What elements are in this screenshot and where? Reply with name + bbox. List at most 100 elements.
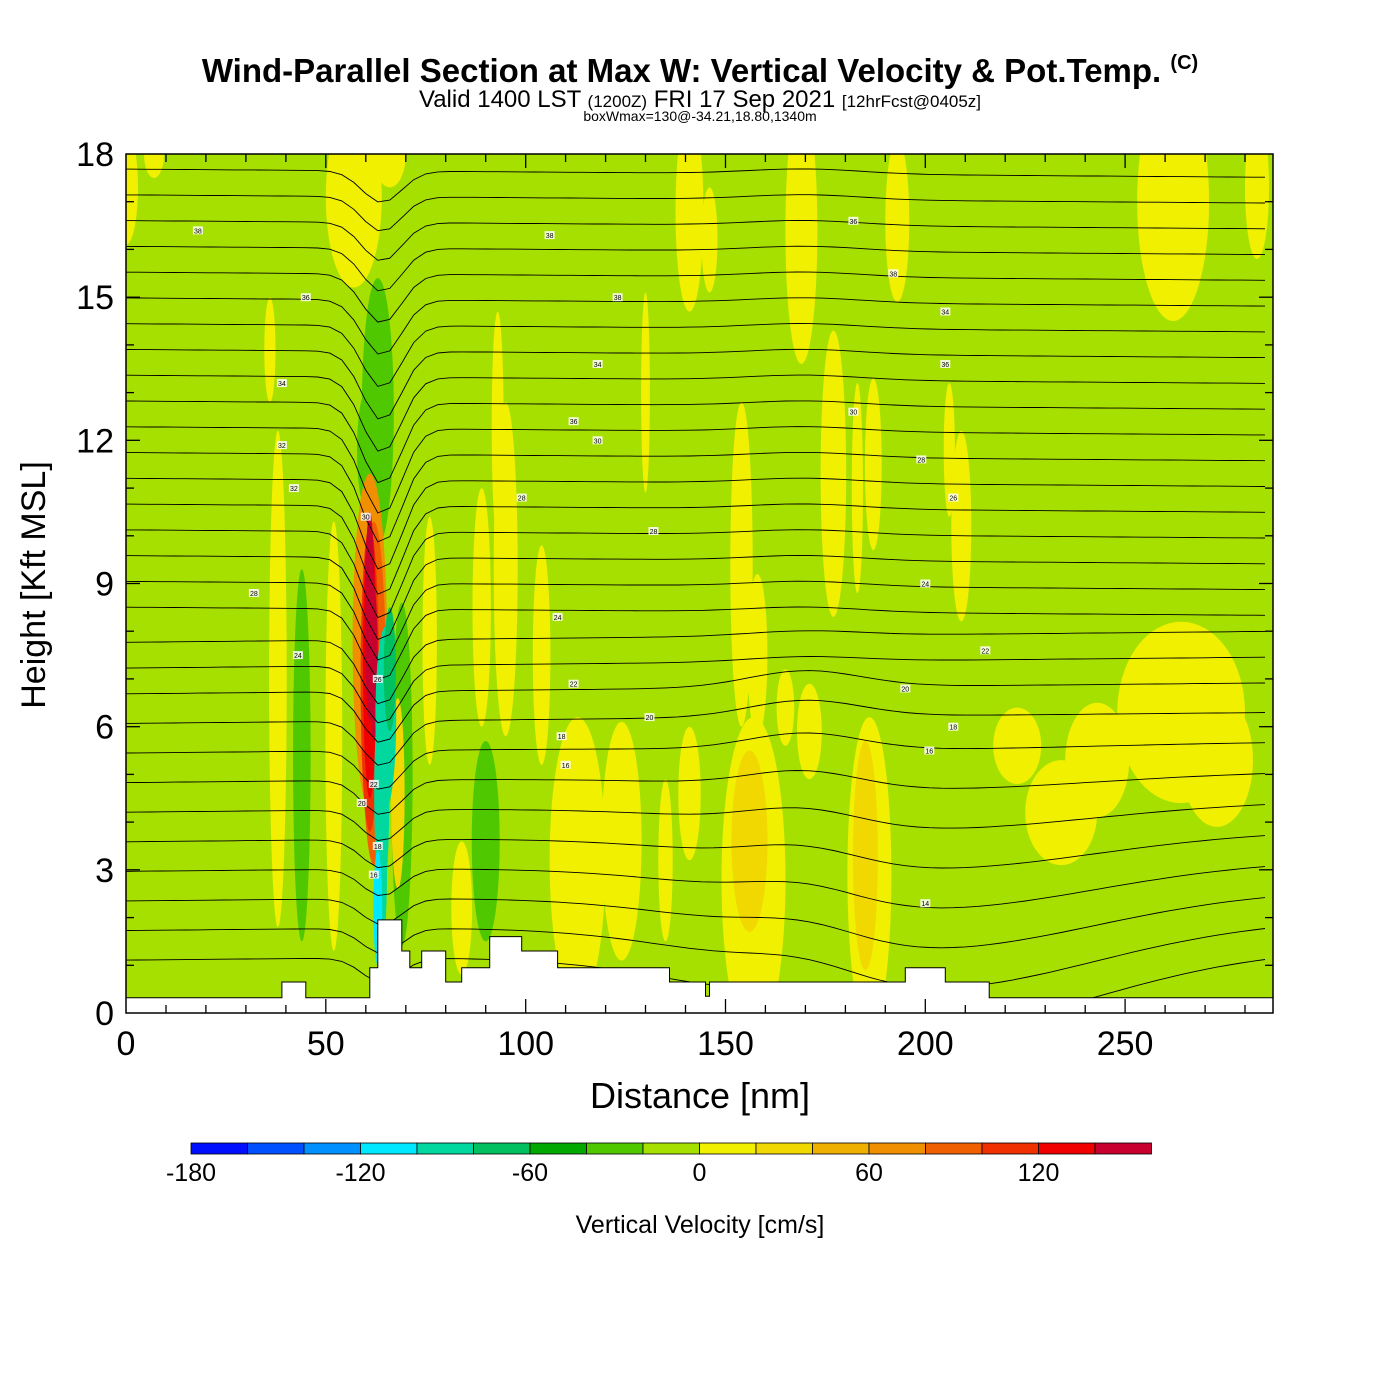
isentrope-line	[126, 220, 1266, 261]
x-tick-label: 150	[697, 1025, 754, 1063]
colorbar-tick-label: 60	[855, 1159, 883, 1187]
isentrope-line	[126, 271, 1266, 323]
velocity-contour	[532, 545, 551, 765]
y-tick-label: 3	[95, 852, 114, 890]
velocity-contour	[373, 154, 406, 188]
x-tick-label: 200	[897, 1025, 954, 1063]
copyright-mark: (C)	[1170, 52, 1199, 74]
isentrope-label: 14	[921, 901, 929, 908]
isentrope-line	[126, 770, 1266, 815]
isentrope-label: 38	[614, 295, 622, 302]
isentrope-label: 18	[374, 844, 382, 851]
velocity-contour	[126, 154, 138, 245]
velocity-contour	[747, 574, 768, 737]
colorbar-swatch	[812, 1142, 870, 1155]
isentrope-label: 36	[570, 419, 578, 426]
isentrope-label: 36	[850, 219, 858, 226]
velocity-contour	[325, 154, 382, 288]
forecast-info: [12hrFcst@0405z]	[841, 92, 982, 111]
isentrope-label: 16	[370, 873, 378, 880]
box-wmax-line: boxWmax=130@-34.21,18.80,1340m	[583, 108, 817, 124]
velocity-contour	[264, 297, 276, 403]
isentrope-label-bg	[368, 870, 379, 879]
colorbar-swatch	[190, 1142, 248, 1155]
isentrope-label-bg	[592, 436, 603, 445]
isentrope-label-bg	[920, 579, 931, 588]
isentrope-label: 28	[650, 529, 658, 536]
x-tick-label: 50	[307, 1025, 345, 1063]
isentrope-contours	[126, 168, 1266, 1013]
velocity-contour	[269, 430, 287, 928]
isentrope-label: 18	[558, 734, 566, 741]
isentrope-line	[126, 580, 1266, 661]
isentrope-label-bg	[940, 360, 951, 368]
isentrope-label-bg	[940, 307, 951, 316]
isentrope-label-bg	[556, 732, 567, 741]
y-tick-label: 12	[76, 422, 114, 460]
isentrope-label-bg	[948, 493, 959, 502]
velocity-contour	[678, 726, 701, 861]
isentrope-line	[126, 606, 1266, 681]
isentrope-line	[126, 323, 1266, 387]
isentrope-label: 20	[901, 687, 909, 694]
colorbar-tick-labels: -180 -120 -60 0 60 120	[166, 1159, 1059, 1187]
velocity-contour	[1065, 702, 1130, 818]
colorbar	[190, 1142, 1152, 1155]
velocity-contour	[993, 707, 1042, 784]
isentrope-line	[126, 451, 1266, 543]
isentrope-label-bg	[368, 779, 379, 788]
velocity-contour	[472, 488, 491, 727]
velocity-contour	[451, 841, 473, 975]
isentrope-line	[126, 348, 1266, 420]
colorbar-swatch	[868, 1142, 926, 1155]
colorbar-tick-label: 120	[1018, 1159, 1060, 1187]
isentrope-label-bg	[644, 713, 655, 722]
velocity-contour	[776, 669, 795, 746]
isentrope-labels: 38 38 36 38 36 38 34 34 34 36 32 36 30 32 30 28 28 28 26 28…	[192, 216, 991, 908]
velocity-contour	[820, 330, 847, 617]
y-tick-label: 0	[95, 995, 114, 1033]
isentrope-label-bg	[276, 441, 287, 450]
colorbar-swatch	[416, 1142, 474, 1155]
isentrope-line	[126, 835, 1266, 869]
isentrope-label-bg	[948, 722, 959, 731]
isentrope-line	[126, 928, 1266, 989]
colorbar-tick-label: -180	[166, 1159, 216, 1187]
colorbar-swatch	[586, 1142, 644, 1155]
isentrope-line	[126, 866, 1266, 909]
velocity-contour	[658, 779, 673, 942]
isentrope-label: 26	[374, 677, 382, 684]
isentrope-label-bg	[560, 760, 571, 769]
axis-ticks	[126, 154, 1273, 1013]
isentrope-label: 34	[941, 310, 949, 317]
isentrope-label: 24	[921, 582, 929, 589]
x-tick-label: 250	[1097, 1025, 1154, 1063]
colorbar-swatch	[1038, 1142, 1096, 1155]
colorbar-swatch	[529, 1142, 587, 1155]
isentrope-label: 22	[570, 682, 578, 689]
isentrope-label: 36	[941, 362, 949, 369]
isentrope-label: 20	[646, 715, 654, 722]
isentrope-line	[126, 670, 1266, 743]
isentrope-label-bg	[924, 746, 935, 755]
colorbar-swatch	[699, 1142, 757, 1155]
velocity-contour	[851, 383, 864, 594]
isentrope-line	[126, 400, 1266, 484]
isentrope-line	[126, 194, 1266, 232]
colorbar-swatch	[473, 1142, 531, 1155]
velocity-contour	[293, 569, 311, 942]
colorbar-tick-label: -120	[335, 1159, 385, 1187]
isentrope-label-bg	[356, 799, 367, 807]
isentrope-label-bg	[888, 269, 899, 278]
colorbar-swatch	[360, 1142, 418, 1155]
isentrope-label-bg	[920, 899, 931, 908]
velocity-contour	[785, 154, 818, 364]
velocity-contour	[701, 187, 718, 293]
isentrope-label: 30	[850, 410, 858, 417]
isentrope-label-bg	[900, 684, 911, 693]
isentrope-label-bg	[848, 216, 859, 225]
isentrope-label-bg	[552, 612, 563, 621]
isentrope-label-bg	[292, 651, 303, 660]
velocity-contour	[731, 750, 768, 932]
